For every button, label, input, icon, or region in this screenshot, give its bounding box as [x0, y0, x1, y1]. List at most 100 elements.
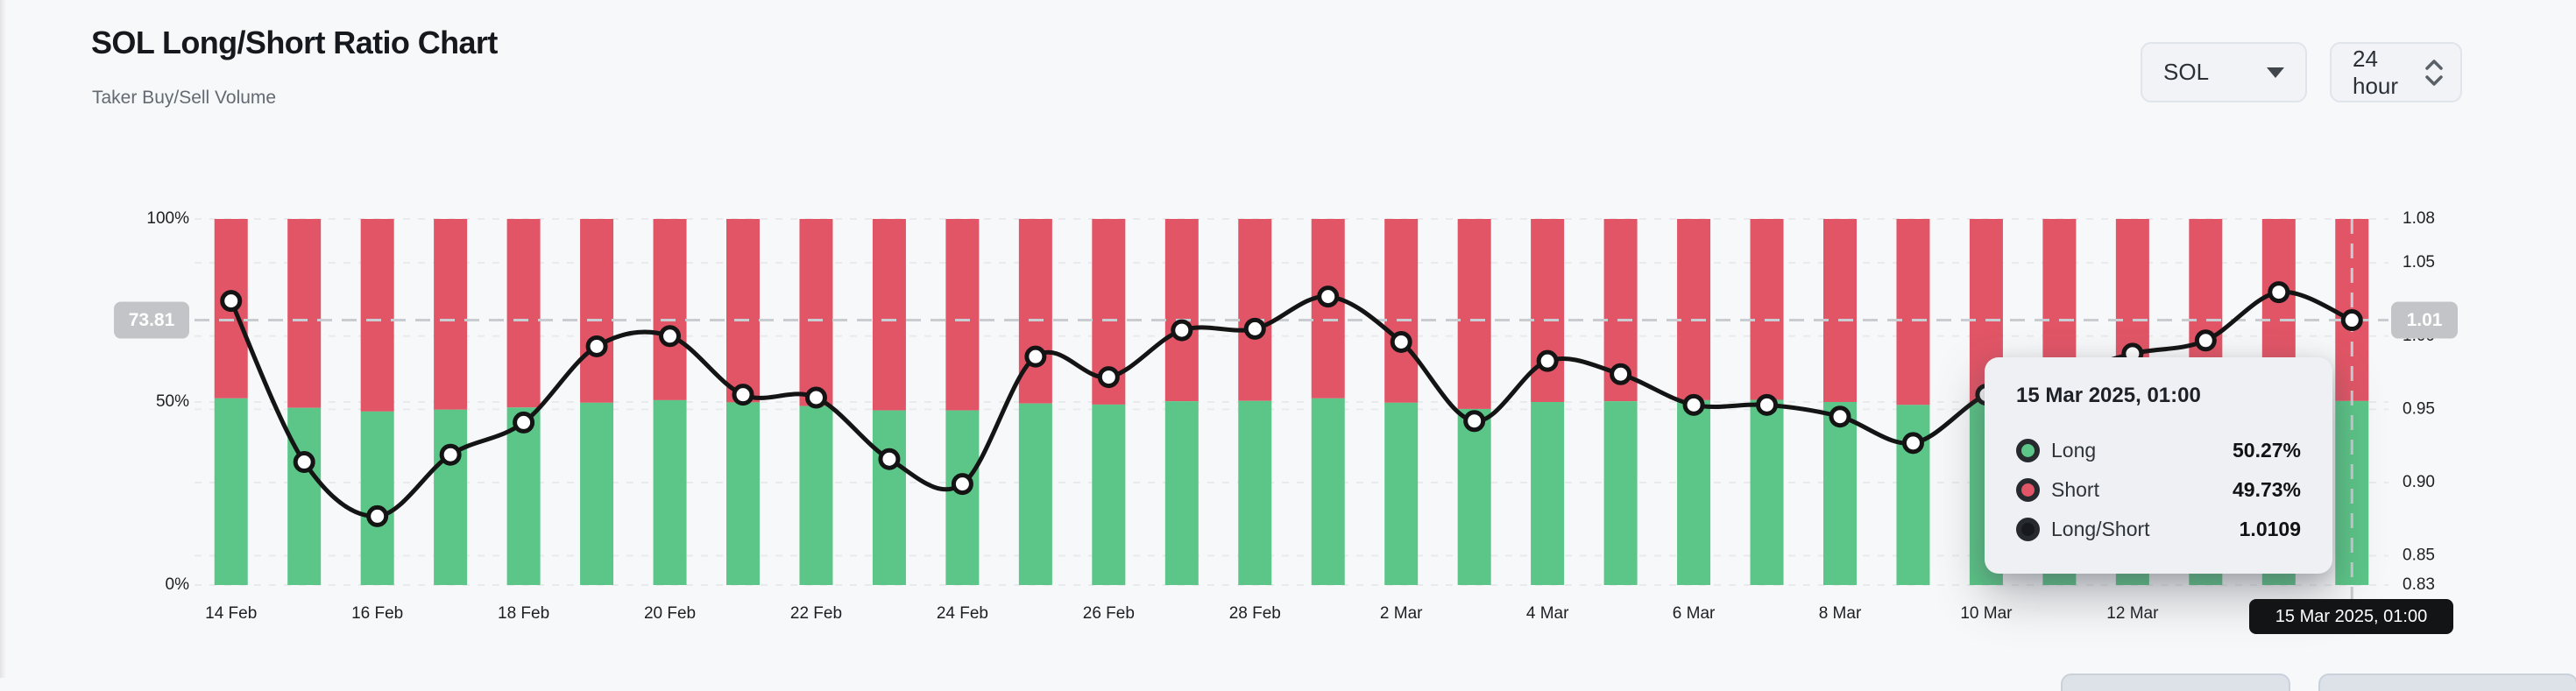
long-bar-segment	[434, 409, 468, 585]
chart-header: SOL Long/Short Ratio Chart Taker Buy/Sel…	[0, 0, 2576, 131]
x-axis-tick: 26 Feb	[1083, 604, 1135, 623]
data-point-marker	[513, 411, 535, 434]
short-bar-segment	[726, 219, 760, 403]
short-bar-segment	[1531, 219, 1565, 402]
coin-select-dropdown[interactable]: SOL	[2141, 42, 2307, 102]
data-point-marker	[732, 384, 754, 406]
data-point-marker	[1901, 432, 1924, 455]
long-bar-segment	[214, 398, 248, 585]
data-point-marker	[220, 290, 243, 313]
long-bar-segment	[1164, 401, 1199, 585]
right-axis-tick: 0.85	[2403, 546, 2435, 565]
right-axis-crosshair-badge: 1.01	[2391, 301, 2458, 339]
short-bar-segment	[1677, 219, 1711, 400]
short-bar-segment	[434, 219, 468, 410]
long-bar-segment	[1384, 402, 1419, 585]
long-bar-segment	[799, 405, 833, 585]
interval-select-dropdown[interactable]: 24 hour	[2330, 42, 2462, 102]
x-axis-tick: 28 Feb	[1229, 604, 1281, 623]
right-axis-tick: 1.08	[2403, 209, 2435, 228]
long-bar-segment	[506, 407, 541, 585]
x-axis-tick: 4 Mar	[1526, 604, 1569, 623]
long-bar-segment	[872, 410, 906, 585]
svg-text:73.81: 73.81	[129, 310, 175, 330]
long-bar-segment	[1092, 404, 1126, 585]
tooltip-ratio-label: Long/Short	[2051, 518, 2150, 540]
short-bar-segment	[1164, 219, 1199, 402]
data-point-marker	[1317, 286, 1340, 308]
chevron-up-down-icon	[2424, 58, 2445, 88]
short-bar-segment	[580, 219, 614, 403]
x-axis-tick: 14 Feb	[205, 604, 257, 623]
long-series-dot-icon	[2016, 439, 2040, 462]
data-point-marker	[2268, 281, 2290, 304]
long-bar-segment	[1823, 402, 1857, 585]
x-axis-tick: 8 Mar	[1819, 604, 1862, 623]
tooltip-row-short: Short 49.73%	[2016, 470, 2301, 510]
long-bar-segment	[1750, 399, 1784, 585]
right-axis-tick: 0.95	[2403, 399, 2435, 418]
svg-text:1.01: 1.01	[2407, 310, 2443, 330]
right-axis-tick: 0.90	[2403, 473, 2435, 491]
long-bar-segment	[1238, 400, 1272, 585]
page-subtitle: Taker Buy/Sell Volume	[92, 88, 277, 108]
long-bar-segment	[1603, 401, 1638, 585]
long-bar-segment	[1677, 399, 1711, 585]
data-point-marker	[804, 386, 827, 409]
left-edge-shadow	[0, 0, 6, 678]
page-title: SOL Long/Short Ratio Chart	[91, 25, 498, 60]
data-point-marker	[1171, 319, 1193, 342]
long-bar-segment	[360, 411, 394, 585]
long-bar-segment	[1457, 408, 1491, 585]
tooltip-date: 15 Mar 2025, 01:00	[2016, 384, 2201, 407]
caret-down-icon	[2267, 67, 2284, 78]
short-bar-segment	[799, 219, 833, 406]
data-point-marker	[1463, 410, 1486, 433]
ratio-series-dot-icon	[2016, 518, 2040, 541]
x-axis-crosshair-badge: 15 Mar 2025, 01:00	[2249, 599, 2453, 634]
tooltip-short-value: 49.73%	[2232, 478, 2301, 501]
left-axis-tick: 100%	[146, 209, 189, 228]
short-bar-segment	[1018, 219, 1052, 404]
data-point-marker	[585, 335, 608, 357]
data-point-marker	[366, 504, 389, 527]
data-point-marker	[293, 451, 315, 474]
short-bar-segment	[1750, 219, 1784, 400]
data-point-marker	[878, 448, 901, 470]
left-axis-crosshair-badge: 73.81	[114, 301, 189, 339]
short-bar-segment	[1311, 219, 1345, 398]
short-bar-segment	[872, 219, 906, 411]
hover-tooltip: 15 Mar 2025, 01:00 Long 50.27% Short 49.…	[1985, 357, 2332, 574]
long-bar-segment	[580, 402, 614, 585]
coin-select-value: SOL	[2163, 59, 2210, 85]
x-axis-tick: 18 Feb	[498, 604, 549, 623]
short-bar-segment	[1457, 219, 1491, 409]
short-bar-segment	[1384, 219, 1419, 403]
data-point-marker	[439, 443, 462, 466]
short-bar-segment	[287, 219, 322, 408]
left-axis-tick: 0%	[166, 575, 190, 594]
data-point-marker	[1097, 366, 1120, 389]
x-axis-tick: 22 Feb	[790, 604, 842, 623]
short-series-dot-icon	[2016, 478, 2040, 502]
data-point-marker	[2194, 329, 2217, 352]
data-point-marker	[1756, 393, 1779, 416]
tooltip-long-label: Long	[2051, 439, 2097, 462]
data-point-marker	[1682, 393, 1705, 416]
long-bar-segment	[1896, 405, 1930, 585]
data-point-marker	[1610, 363, 1632, 385]
long-bar-segment	[1018, 403, 1052, 585]
crosshair	[195, 219, 2388, 603]
long-bar-segment	[945, 410, 980, 585]
short-bar-segment	[506, 219, 541, 408]
data-point-marker	[659, 325, 682, 348]
long-bar-segment	[726, 402, 760, 585]
data-point-marker	[1536, 349, 1559, 372]
x-axis-tick: 6 Mar	[1673, 604, 1716, 623]
bottom-cutoff-button[interactable]	[2318, 673, 2576, 691]
short-bar-segment	[945, 219, 980, 411]
bottom-cutoff-button[interactable]	[2061, 673, 2290, 691]
data-point-marker	[1024, 345, 1047, 368]
long-bar-segment	[1531, 402, 1565, 585]
right-axis-tick: 1.05	[2403, 253, 2435, 271]
